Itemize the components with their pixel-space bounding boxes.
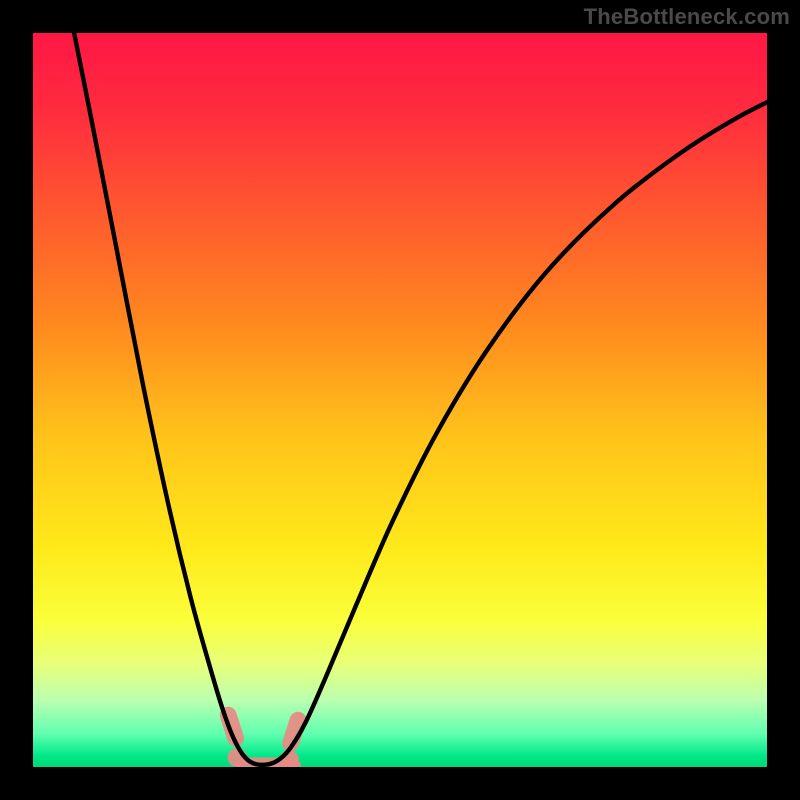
curve-marker xyxy=(280,710,309,754)
plot-area xyxy=(33,33,767,767)
bottleneck-curve xyxy=(33,33,767,767)
chart-stage: TheBottleneck.com xyxy=(0,0,800,800)
watermark-text: TheBottleneck.com xyxy=(584,4,790,30)
curve-path xyxy=(70,33,767,765)
